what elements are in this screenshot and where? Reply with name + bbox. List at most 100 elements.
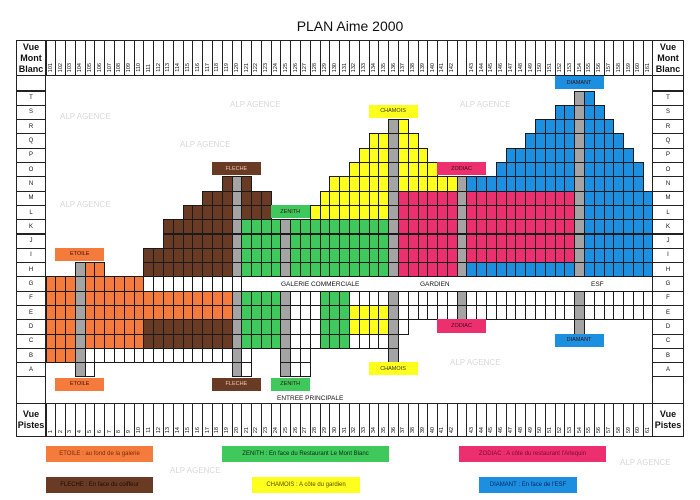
column-number-text: 40 xyxy=(429,426,436,433)
fleche-bottom-label: FLECHE xyxy=(211,377,261,391)
column-number-text: 16 xyxy=(194,426,201,433)
column-number-text: 22 xyxy=(253,426,260,433)
column-number-text: 146 xyxy=(498,62,505,72)
zodiac-top-label: ZODIAC xyxy=(437,162,487,176)
top-right-side-label: Vue Mont Blanc xyxy=(652,40,684,76)
column-number-text: 141 xyxy=(439,62,446,72)
chamois-top-label: CHAMOIS xyxy=(368,104,418,119)
column-number-text: 4 xyxy=(77,429,84,433)
column-number-text: 26 xyxy=(292,426,299,433)
row-letter: R xyxy=(652,119,684,135)
row-letter: E xyxy=(652,305,684,321)
diamant-lot xyxy=(642,219,654,235)
empty-lot xyxy=(300,347,311,364)
column-number-text: 143 xyxy=(468,62,475,72)
column-number-text: 14 xyxy=(175,426,182,433)
diamant-bottom-label: DIAMANT xyxy=(554,333,604,347)
column-number-text: 127 xyxy=(302,62,309,72)
entree-principale-label: ENTREE PRINCIPALE xyxy=(277,395,344,402)
column-number-text: 140 xyxy=(429,62,436,72)
watermark: ALP AGENCE xyxy=(60,200,111,209)
column-number-text: 58 xyxy=(615,426,622,433)
column-number-text: 47 xyxy=(508,426,515,433)
column-number-text: 29 xyxy=(322,426,328,433)
row-letter: G xyxy=(652,276,684,292)
row-letter: H xyxy=(652,262,684,278)
column-number-text: 145 xyxy=(488,62,495,72)
column-number-text: 115 xyxy=(184,63,191,72)
column-number-text: 159 xyxy=(625,62,632,72)
column-number-text: 41 xyxy=(439,426,446,433)
chamois-lot xyxy=(397,119,409,135)
gardien-label: GARDIEN xyxy=(420,281,450,288)
column-number-text: 3 xyxy=(67,429,74,433)
column-number-text: 2 xyxy=(57,429,64,433)
column-number-text: 135 xyxy=(380,62,387,72)
column-number-text: 9 xyxy=(126,429,133,433)
column-number-text: 124 xyxy=(273,62,280,72)
diamant-lot xyxy=(642,204,654,221)
column-number-text: 5 xyxy=(87,429,94,433)
etoile-top-label: ETOILE xyxy=(55,247,105,262)
row-letter: A xyxy=(652,362,684,378)
column-number-text: 55 xyxy=(586,426,593,433)
chamois-bottom-label: CHAMOIS xyxy=(368,362,418,376)
column-number-text: 114 xyxy=(175,63,182,72)
column-number-text: 57 xyxy=(605,426,612,433)
fleche-top-label: FLECHE xyxy=(211,162,261,176)
column-number-text: 158 xyxy=(615,62,622,72)
column-number-text: 38 xyxy=(410,426,417,433)
column-number: 161 xyxy=(642,40,654,76)
stairwell xyxy=(388,347,399,364)
row-letter: K xyxy=(652,219,684,235)
column-number-text: 126 xyxy=(292,62,299,72)
row-letter: L xyxy=(16,204,46,221)
column-number-text: 105 xyxy=(87,62,94,72)
row-letter: M xyxy=(652,190,684,206)
diamant-lot xyxy=(642,190,654,206)
column-number-text: 32 xyxy=(351,426,358,433)
bottom-left-spacer xyxy=(16,376,46,404)
column-number-text: 157 xyxy=(605,62,612,72)
row-letter: O xyxy=(16,162,46,178)
column-number-text: 49 xyxy=(527,426,534,433)
row-letter: G xyxy=(16,276,46,292)
column-number-text: 24 xyxy=(273,426,280,433)
column-number-text: 111 xyxy=(145,63,152,72)
bottom-left-side-label: Vue Pistes xyxy=(16,403,46,437)
fleche-lot xyxy=(241,176,253,192)
row-letter: N xyxy=(652,176,684,192)
row-letter: A xyxy=(16,362,46,378)
row-letter: J xyxy=(16,233,46,249)
row-letter: P xyxy=(652,147,684,163)
column-number-text: 155 xyxy=(586,62,593,72)
watermark: ALP AGENCE xyxy=(170,466,221,475)
top-left-spacer xyxy=(16,75,46,91)
row-letter: R xyxy=(16,119,46,135)
plan-title: PLAN Aime 2000 xyxy=(296,18,404,34)
legend-diamant: DIAMANT : En face de l'ESF xyxy=(479,477,577,493)
esf-label: ESF xyxy=(591,281,604,288)
column-number-text: 156 xyxy=(596,62,603,72)
column-number-text: 59 xyxy=(625,426,632,433)
column-number-text: 12 xyxy=(155,426,162,433)
etoile-lot xyxy=(94,262,106,278)
diamant-lot xyxy=(642,247,654,264)
column-number-text: 147 xyxy=(508,62,515,72)
row-letter: I xyxy=(652,247,684,264)
legend-zenith: ZENITH : En face du Restaurant Le Mont B… xyxy=(222,446,389,462)
column-number-text: 8 xyxy=(116,429,123,433)
diamant-lot xyxy=(603,119,615,135)
column-number-text: 46 xyxy=(498,426,505,433)
column-number-text: 6 xyxy=(96,429,103,433)
row-letter: S xyxy=(16,104,46,121)
column-number-text: 51 xyxy=(547,426,554,433)
legend-fleche: FLECHE : En face du coiffeur xyxy=(46,477,153,493)
column-number-text: 53 xyxy=(566,426,573,433)
empty-lot xyxy=(231,276,243,292)
watermark: ALP AGENCE xyxy=(230,100,281,109)
column-number-text: 20 xyxy=(233,426,240,433)
chamois-lot xyxy=(407,133,419,149)
column-number-text: 161 xyxy=(645,62,652,72)
column-number-text: 36 xyxy=(390,426,397,433)
